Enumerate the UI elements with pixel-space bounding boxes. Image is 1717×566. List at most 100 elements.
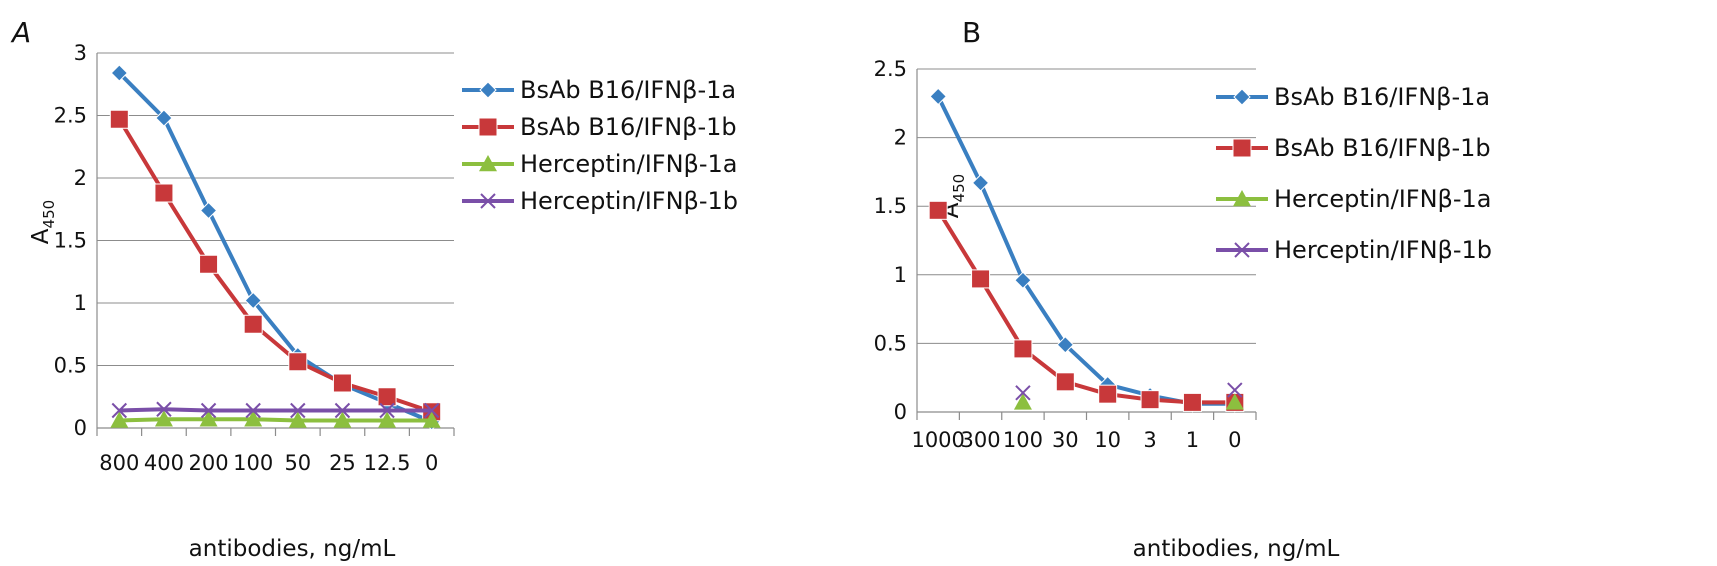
panel-a-series-4-point (334, 402, 351, 419)
panel-a-legend-entry: BsAb B16/IFNβ-1b (462, 113, 737, 141)
panel-a-x-tick-label: 25 (329, 451, 356, 475)
panel-a-legend-marker (480, 193, 496, 209)
panel-b-x-tick-label: 30 (1052, 428, 1079, 452)
panel-a-legend-marker (479, 155, 497, 172)
panel-b-series-2-point (1013, 339, 1033, 359)
panel-a-series-1-point (155, 109, 173, 127)
panel-a-y-axis-title: A450 (28, 200, 58, 244)
panel-b-series-2 (928, 200, 1245, 412)
panel-a-legend-label: Herceptin/IFNβ-1a (520, 150, 738, 178)
panel-a-series-2-point (154, 183, 174, 203)
panel-a-series-2-point (199, 254, 219, 274)
panel-a-legend: BsAb B16/IFNβ-1a BsAb B16/IFNβ-1b Hercepti… (462, 76, 738, 215)
panel-a-series-1-line (117, 71, 433, 424)
panel-a-series-4 (111, 401, 440, 419)
panel-b-legend-entry: BsAb B16/IFNβ-1b (1216, 134, 1491, 162)
panel-b-series-3-point (1225, 393, 1244, 410)
panel-b-legend-marker (1234, 242, 1250, 258)
panel-a-x-tick-label: 100 (233, 451, 273, 475)
panel-a-series-1-point (110, 64, 129, 82)
panel-a-series-2-point (109, 109, 129, 129)
panel-a-legend-label: BsAb B16/IFNβ-1a (520, 76, 736, 104)
panel-b-series-1-point (929, 87, 947, 106)
panel-b-y-tick-label: 1 (894, 263, 907, 287)
panel-a-y-tick-label: 1 (74, 291, 87, 315)
panel-b-legend-label: BsAb B16/IFNβ-1b (1274, 134, 1491, 162)
panel-b-series-4-point (1227, 382, 1243, 398)
panel-b-letter: B (962, 16, 981, 49)
panel-a-y-axis-title-sub: 450 (40, 200, 58, 229)
panel-a-legend-entry: BsAb B16/IFNβ-1a (462, 76, 736, 104)
panel-a-series-4-point (379, 402, 395, 419)
panel-a-x-axis-title: antibodies, ng/mL (189, 536, 396, 562)
panel-a-x-tick-label: 50 (284, 451, 311, 475)
panel-a-y-tick-label: 0.5 (54, 354, 87, 378)
panel-b-axes (916, 69, 1257, 420)
panel-a-series-3-point (378, 411, 397, 428)
panel-a-series-1-point (199, 201, 218, 220)
panel-a-series-4-point (245, 402, 261, 419)
panel-a-axes (96, 53, 455, 436)
panel-a-y-tick-label: 1.5 (54, 229, 87, 253)
panel-b-x-tick-label: 10 (1094, 428, 1121, 452)
panel-b-series-1-point (971, 174, 990, 192)
panel-a-series-3-point (333, 411, 352, 428)
panel-a-y-tick-label: 3 (74, 41, 87, 65)
panel-a-y-axis-title-main: A (28, 228, 54, 244)
panel-a-x-ticks: 800 400 200 100 50 25 12.5 0 (99, 451, 438, 475)
panel-a-series-3-point (199, 410, 218, 427)
panel-a-legend-marker (479, 81, 497, 99)
panel-a-series-1-point (244, 291, 262, 310)
panel-a-y-ticks: 0 0.5 1 1.5 2 2.5 3 (54, 41, 87, 440)
panel-b-y-tick-label: 0.5 (874, 331, 907, 355)
panel-a-letter: A (10, 16, 31, 49)
panel-a-legend-entry: Herceptin/IFNβ-1b (462, 187, 738, 215)
panel-b-series-4 (1015, 382, 1243, 401)
panel-a-series-3-point (244, 410, 263, 427)
panel-b-legend-marker (1233, 190, 1251, 207)
panel-b-series-2-point (928, 200, 948, 220)
panel-b-legend-label: BsAb B16/IFNβ-1a (1274, 83, 1490, 111)
panel-b-legend-entry: BsAb B16/IFNβ-1a (1216, 83, 1490, 111)
panel-a-series-3-point (422, 411, 441, 428)
panel-b-y-tick-label: 0 (894, 400, 907, 424)
panel-b-legend: BsAb B16/IFNβ-1a BsAb B16/IFNβ-1b Hercepti… (1216, 83, 1492, 264)
panel-b-legend-entry: Herceptin/IFNβ-1a (1216, 185, 1492, 213)
panel-b-y-tick-label: 2.5 (874, 57, 907, 81)
panel-b-y-tick-label: 1.5 (874, 194, 907, 218)
panel-b-x-axis-title: antibodies, ng/mL (1133, 536, 1340, 562)
panel-b-series-1 (929, 87, 1244, 413)
panel-b-series-2-point (1098, 384, 1118, 404)
panel-b-series-2-point (971, 269, 991, 289)
panel-a-series-2-point (243, 314, 263, 334)
panel-a-y-tick-label: 0 (74, 416, 87, 440)
panel-b-x-tick-label: 3 (1143, 428, 1156, 452)
panel-a-gridlines (97, 52, 454, 366)
panel-b-legend-label: Herceptin/IFNβ-1a (1274, 185, 1492, 213)
panel-a-x-tick-label: 200 (189, 451, 229, 475)
panel-a: A 0 0.5 1 1.5 2 2.5 3 800 400 200 100 50 25 12.5 0 an… (10, 16, 738, 562)
panel-a-series-4-point (200, 402, 217, 419)
panel-b-legend-marker (1233, 88, 1251, 106)
panel-a-x-tick-label: 12.5 (364, 451, 411, 475)
panel-b-series-2-point (1055, 372, 1075, 392)
panel-b-series-3-point (1013, 393, 1032, 410)
svg-text:A450: A450 (28, 200, 58, 244)
panel-a-series-3-point (154, 410, 173, 427)
panel-a-series-4-point (290, 402, 306, 419)
panel-b-gridlines (917, 68, 1256, 344)
panel-a-series-4-point (156, 401, 172, 417)
panel-a-series-2-point (288, 352, 308, 372)
panel-b-series-3 (1013, 393, 1244, 410)
panel-a-series-4-point (423, 402, 440, 419)
panel-a-series (109, 64, 442, 431)
panel-a-series-3-point (288, 411, 307, 428)
panel-a-legend-marker (478, 117, 498, 137)
panel-a-series-2-line (117, 118, 433, 414)
panel-b-x-tick-label: 100 (1003, 428, 1043, 452)
panel-b-legend-label: Herceptin/IFNβ-1b (1274, 236, 1492, 264)
panel-b-legend-marker (1232, 138, 1252, 158)
